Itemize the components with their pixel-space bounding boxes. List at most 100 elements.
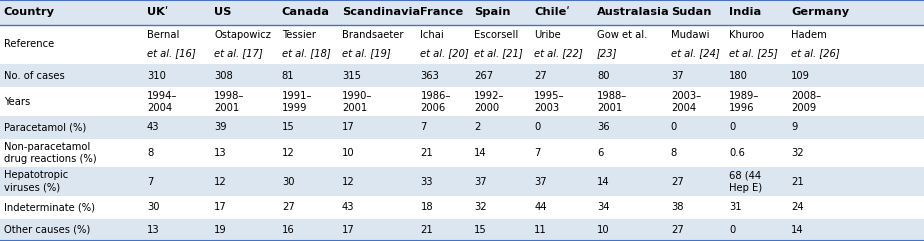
Text: 34: 34 <box>597 202 610 212</box>
Text: Indeterminate (%): Indeterminate (%) <box>4 202 94 212</box>
Text: 81: 81 <box>282 71 295 80</box>
Text: 27: 27 <box>671 177 684 187</box>
Text: 30: 30 <box>282 177 295 187</box>
Text: et al. [19]: et al. [19] <box>342 48 391 58</box>
Text: Spain: Spain <box>474 7 511 18</box>
Text: 14: 14 <box>791 225 804 235</box>
Text: 16: 16 <box>282 225 295 235</box>
Text: 12: 12 <box>214 177 227 187</box>
Text: 37: 37 <box>671 71 684 80</box>
Bar <box>0 139 924 167</box>
Text: et al. [18]: et al. [18] <box>282 48 331 58</box>
Text: 44: 44 <box>534 202 547 212</box>
Text: Scandinavia: Scandinavia <box>342 7 420 18</box>
Text: 31: 31 <box>729 202 742 212</box>
Text: 2008–
2009: 2008– 2009 <box>791 91 821 113</box>
Text: 8: 8 <box>147 148 153 158</box>
Text: 12: 12 <box>342 177 355 187</box>
Text: UKʹ: UKʹ <box>147 7 168 18</box>
Text: 37: 37 <box>534 177 547 187</box>
Text: 2: 2 <box>474 122 480 132</box>
Text: 363: 363 <box>420 71 439 80</box>
Text: 80: 80 <box>597 71 610 80</box>
Text: No. of cases: No. of cases <box>4 71 65 80</box>
Text: et al. [16]: et al. [16] <box>147 48 196 58</box>
Text: 7: 7 <box>147 177 153 187</box>
Text: Paracetamol (%): Paracetamol (%) <box>4 122 86 132</box>
Bar <box>0 25 924 64</box>
Bar <box>0 64 924 87</box>
Text: 24: 24 <box>791 202 804 212</box>
Text: et al. [21]: et al. [21] <box>474 48 523 58</box>
Text: 17: 17 <box>214 202 227 212</box>
Text: 21: 21 <box>420 148 433 158</box>
Text: 14: 14 <box>597 177 610 187</box>
Text: 8: 8 <box>671 148 677 158</box>
Text: 43: 43 <box>342 202 355 212</box>
Text: 10: 10 <box>597 225 610 235</box>
Text: 13: 13 <box>147 225 160 235</box>
Text: Country: Country <box>4 7 55 18</box>
Text: 27: 27 <box>671 225 684 235</box>
Text: et al. [24]: et al. [24] <box>671 48 720 58</box>
Text: US: US <box>214 7 232 18</box>
Text: 308: 308 <box>214 71 233 80</box>
Text: 37: 37 <box>474 177 487 187</box>
Text: 32: 32 <box>791 148 804 158</box>
Text: Mudawi: Mudawi <box>671 30 710 40</box>
Text: Ostapowicz: Ostapowicz <box>214 30 272 40</box>
Text: 10: 10 <box>342 148 355 158</box>
Text: 1986–
2006: 1986– 2006 <box>420 91 451 113</box>
Text: 13: 13 <box>214 148 227 158</box>
Text: et al. [20]: et al. [20] <box>420 48 469 58</box>
Text: 0.6: 0.6 <box>729 148 745 158</box>
Text: 2003–
2004: 2003– 2004 <box>671 91 701 113</box>
Text: Uribe: Uribe <box>534 30 561 40</box>
Text: 15: 15 <box>282 122 295 132</box>
Bar <box>0 167 924 196</box>
Text: 0: 0 <box>729 225 736 235</box>
Text: 38: 38 <box>671 202 684 212</box>
Text: 11: 11 <box>534 225 547 235</box>
Bar <box>0 219 924 241</box>
Text: 19: 19 <box>214 225 227 235</box>
Text: 12: 12 <box>282 148 295 158</box>
Text: Escorsell: Escorsell <box>474 30 518 40</box>
Text: 27: 27 <box>282 202 295 212</box>
Text: Sudan: Sudan <box>671 7 711 18</box>
Text: India: India <box>729 7 761 18</box>
Text: Australasia: Australasia <box>597 7 670 18</box>
Text: 0: 0 <box>729 122 736 132</box>
Bar <box>0 196 924 219</box>
Text: 68 (44
Hep E): 68 (44 Hep E) <box>729 170 762 193</box>
Text: Khuroo: Khuroo <box>729 30 764 40</box>
Text: 7: 7 <box>534 148 541 158</box>
Text: 17: 17 <box>342 122 355 132</box>
Text: Germany: Germany <box>791 7 849 18</box>
Bar <box>0 116 924 139</box>
Text: Hadem: Hadem <box>791 30 827 40</box>
Text: 1988–
2001: 1988– 2001 <box>597 91 627 113</box>
Text: 32: 32 <box>474 202 487 212</box>
Text: 21: 21 <box>791 177 804 187</box>
Text: 14: 14 <box>474 148 487 158</box>
Text: 0: 0 <box>671 122 677 132</box>
Text: Hepatotropic
viruses (%): Hepatotropic viruses (%) <box>4 170 68 193</box>
Text: et al. [26]: et al. [26] <box>791 48 840 58</box>
Text: 6: 6 <box>597 148 603 158</box>
Text: 43: 43 <box>147 122 160 132</box>
Bar <box>0 87 924 116</box>
Text: 9: 9 <box>791 122 797 132</box>
Text: Ichai: Ichai <box>420 30 444 40</box>
Text: et al. [17]: et al. [17] <box>214 48 263 58</box>
Text: 21: 21 <box>420 225 433 235</box>
Text: 267: 267 <box>474 71 493 80</box>
Text: 7: 7 <box>420 122 427 132</box>
Text: Gow et al.: Gow et al. <box>597 30 648 40</box>
Text: Bernal: Bernal <box>147 30 179 40</box>
Bar <box>0 0 924 25</box>
Text: 315: 315 <box>342 71 361 80</box>
Text: et al. [25]: et al. [25] <box>729 48 778 58</box>
Text: Other causes (%): Other causes (%) <box>4 225 90 235</box>
Text: 18: 18 <box>420 202 433 212</box>
